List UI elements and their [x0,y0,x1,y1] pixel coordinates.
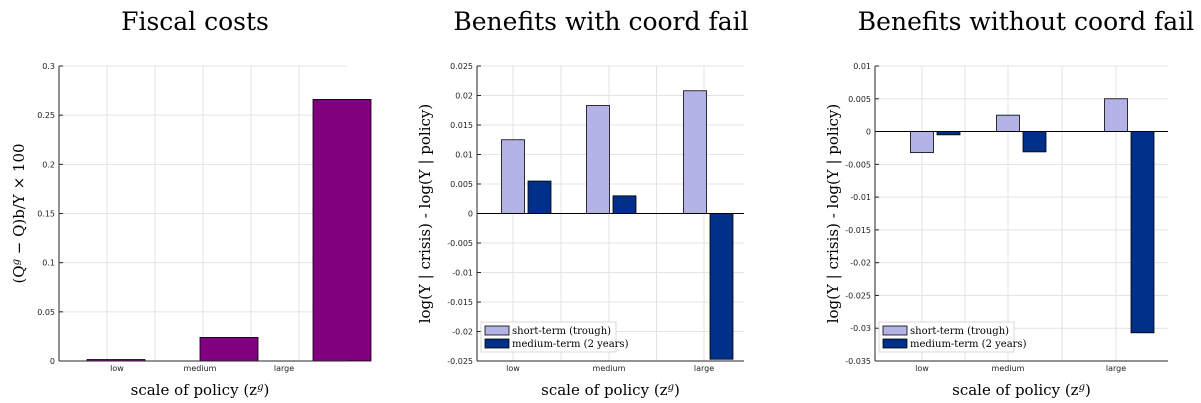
bar [501,139,525,214]
y-tick-label: 0.2 [42,160,55,169]
chart-panel-1: 0 0.05 0.1 0.15 0.2 0.25 0.3 low medium large Fisc… [10,7,372,399]
bar [527,180,552,214]
y-tick-label: -0.015 [845,226,871,235]
bar [910,131,934,153]
bar [1130,131,1155,334]
y-tick-label: -0.005 [845,160,871,169]
legend-label: short-term (trough) [910,326,1009,337]
legend-label: medium-term (2 years) [512,339,629,350]
y-tick-label: 0 [50,357,55,366]
legend-swatch [484,325,510,336]
y-tick-label: -0.03 [850,324,871,333]
legend-swatch [484,338,510,349]
chart-panel-2: -0.025 -0.02 -0.015 -0.01 -0.005 0 0.005 0.01 0.… [416,7,749,399]
y-tick-label: 0.15 [37,210,55,219]
x-axis-label: scale of policy (zg) [541,381,680,399]
y-tick-label: -0.005 [447,239,473,248]
y-tick-label: -0.01 [850,193,871,202]
legend-swatch [882,338,908,349]
y-tick-label: 0.005 [450,180,473,189]
y-axis-label: (Qg − Q)b/Y × 100 [10,143,28,283]
y-tick-label: -0.01 [452,269,473,278]
y-axis-label: log(Y | crisis) - log(Y | policy) [416,104,434,324]
bar [312,99,372,362]
x-tick-label: large [694,364,714,373]
legend-swatch [882,325,908,336]
bar [199,336,259,362]
y-tick-label: 0 [866,128,871,137]
x-tick-label: low [110,364,124,373]
chart-title: Benefits without coord fail [858,7,1194,36]
y-tick-label: -0.025 [447,357,473,366]
bar [612,195,637,214]
y-tick-label: 0.3 [42,62,55,71]
y-tick-label: -0.015 [447,298,473,307]
x-tick-label: low [915,364,929,373]
y-tick-label: 0.05 [37,308,55,317]
y-tick-label: 0.25 [37,111,55,120]
y-tick-label: -0.02 [452,328,473,337]
x-tick-label: medium [184,364,217,373]
y-tick-label: -0.035 [845,357,871,366]
y-tick-label: 0.025 [450,62,473,71]
x-axis-label: scale of policy (zg) [131,381,270,399]
legend-label: medium-term (2 years) [910,339,1027,350]
y-tick-label: 0.01 [455,151,473,160]
chart-title: Fiscal costs [121,7,269,36]
bar [1104,98,1128,132]
x-tick-label: large [274,364,294,373]
y-tick-label: 0 [468,210,473,219]
bar [586,105,610,214]
y-tick-label: 0.01 [853,62,871,71]
x-axis-label: scale of policy (zg) [952,381,1091,399]
bar [709,213,734,360]
chart-panel-3: -0.035 -0.03 -0.025 -0.02 -0.015 -0.01 -0.005 0… [824,7,1194,399]
legend-label: short-term (trough) [512,326,611,337]
bar [1022,131,1047,153]
y-tick-label: 0.015 [450,121,473,130]
x-tick-label: medium [992,364,1025,373]
x-tick-label: medium [593,364,626,373]
x-tick-label: large [1106,364,1126,373]
y-tick-label: -0.025 [845,291,871,300]
y-tick-label: -0.02 [850,259,871,268]
y-tick-label: 0.1 [42,259,55,268]
bar [683,90,707,214]
x-tick-label: low [506,364,520,373]
y-tick-label: 0.02 [455,92,473,101]
y-axis-label: log(Y | crisis) - log(Y | policy) [824,104,842,324]
y-tick-label: 0.005 [848,95,871,104]
bar [996,114,1020,132]
chart-title: Benefits with coord fail [453,7,748,36]
